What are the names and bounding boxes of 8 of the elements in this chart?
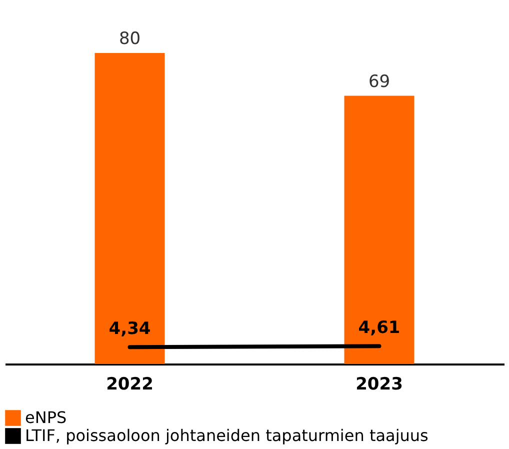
data-label: 4,34	[108, 319, 151, 340]
x-tick-label: 2022	[106, 374, 154, 394]
data-label: 80	[118, 29, 141, 49]
data-label: 69	[368, 72, 390, 92]
legend-label: eNPS	[25, 408, 67, 427]
legend-label: LTIF, poissaoloon johtaneiden tapaturmien taajuus	[25, 426, 428, 445]
x-tick-label: 2023	[356, 374, 403, 394]
data-label: 4,61	[358, 318, 400, 338]
